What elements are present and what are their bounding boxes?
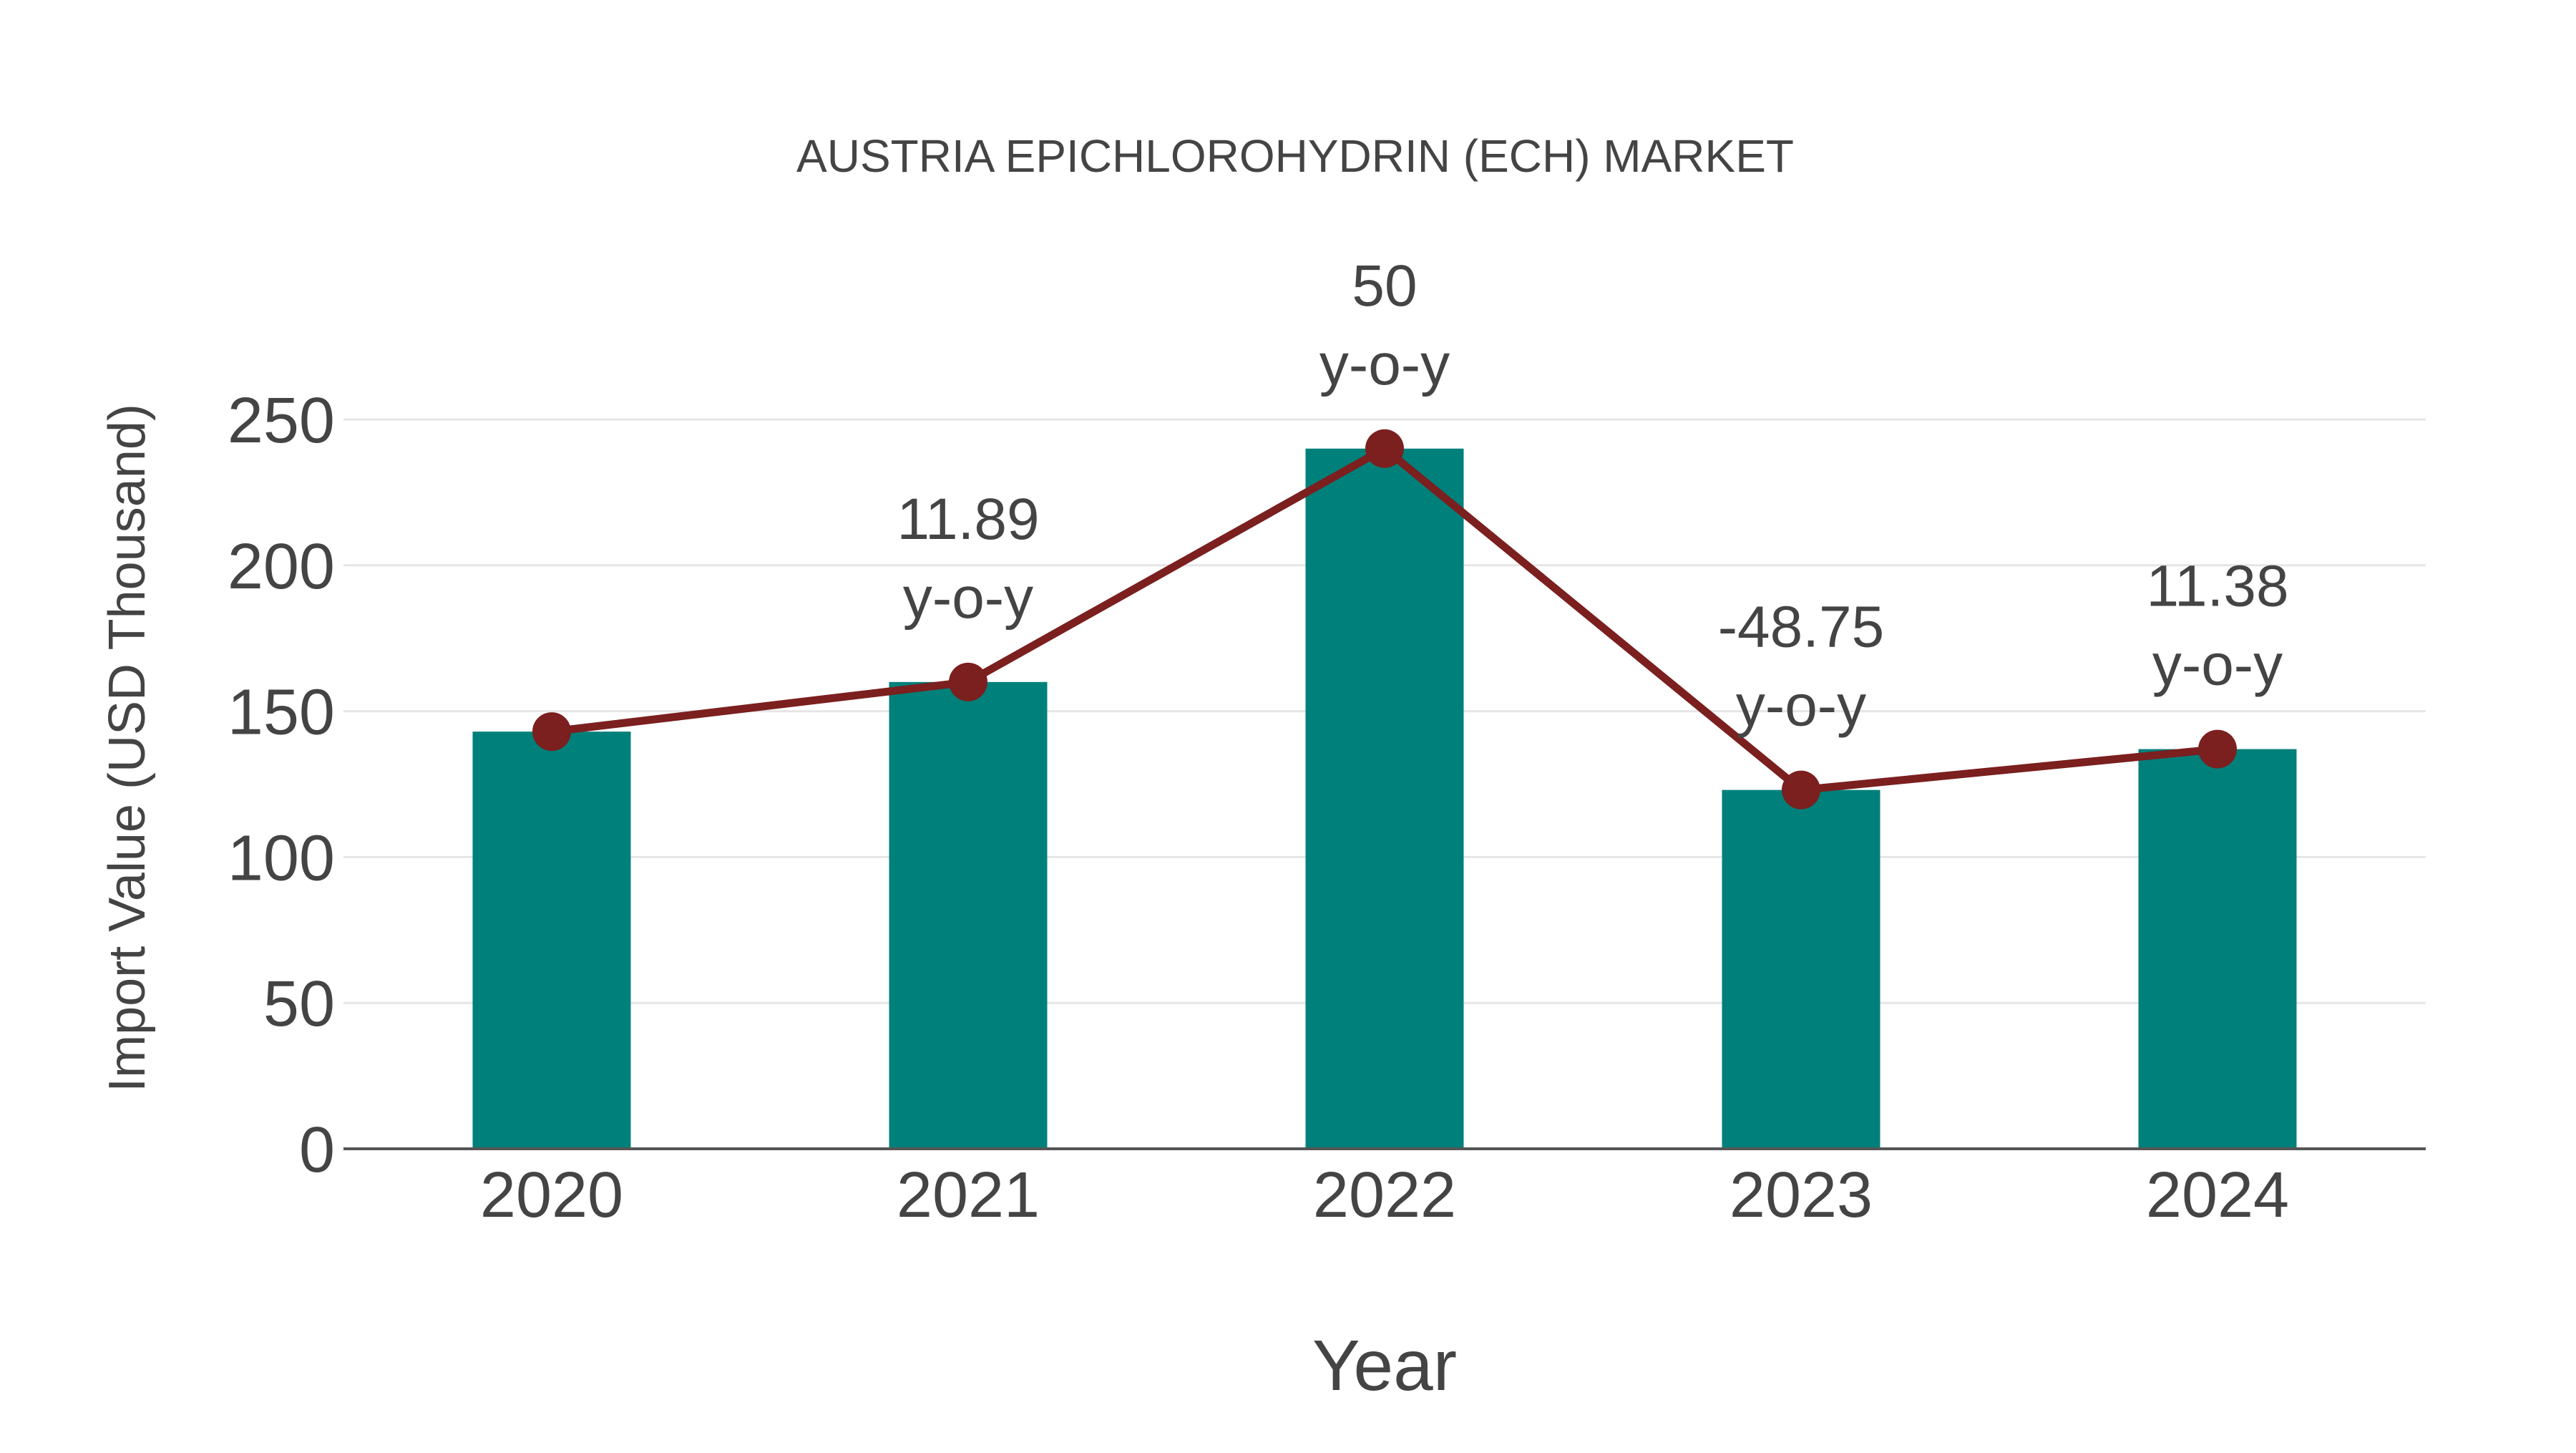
bar-2023 xyxy=(1722,789,1880,1149)
trend-marker xyxy=(1782,770,1820,810)
yoy-value: 50 xyxy=(1352,253,1417,319)
x-tick-label: 2022 xyxy=(1313,1160,1456,1231)
x-tick-label: 2020 xyxy=(480,1160,623,1231)
bar-2022 xyxy=(1305,448,1464,1149)
trend-marker xyxy=(1365,429,1404,468)
trend-marker xyxy=(2198,729,2237,769)
yoy-label: y-o-y xyxy=(1319,332,1450,397)
yoy-value: 11.38 xyxy=(2146,554,2288,619)
bar-2024 xyxy=(2138,749,2297,1149)
x-axis-ticks: 2020 2021 2022 2023 2024 xyxy=(480,1160,2289,1231)
y-tick-label: 150 xyxy=(228,677,335,749)
trend-marker xyxy=(949,662,987,701)
x-tick-label: 2024 xyxy=(2146,1160,2289,1231)
y-axis-title: Import Value (USD Thousand) xyxy=(99,404,156,1092)
y-tick-label: 50 xyxy=(263,968,335,1040)
yoy-value: 11.89 xyxy=(897,487,1039,552)
y-tick-label: 200 xyxy=(228,531,335,603)
x-tick-label: 2021 xyxy=(897,1160,1040,1231)
yoy-label: y-o-y xyxy=(903,565,1033,631)
yoy-label: y-o-y xyxy=(2152,633,2283,698)
x-tick-label: 2023 xyxy=(1729,1160,1873,1231)
x-axis-title: Year xyxy=(1312,1326,1457,1406)
yoy-label: y-o-y xyxy=(1736,674,1866,739)
bars xyxy=(472,448,2297,1149)
trend-marker xyxy=(532,712,571,752)
y-tick-label: 100 xyxy=(228,822,335,894)
y-tick-label: 0 xyxy=(299,1114,335,1186)
bar-2021 xyxy=(889,681,1048,1149)
yoy-annotations: 11.89 y-o-y 50 y-o-y -48.75 y-o-y 11.38 y-o-y xyxy=(897,253,2288,739)
y-tick-label: 250 xyxy=(228,385,335,457)
trend-line xyxy=(532,429,2237,810)
y-axis-ticks: 0 50 100 150 200 250 xyxy=(228,385,335,1186)
chart-title: AUSTRIA EPICHLOROHYDRIN (ECH) MARKET xyxy=(796,130,1794,182)
bar-2020 xyxy=(472,732,631,1149)
yoy-value: -48.75 xyxy=(1718,595,1885,660)
